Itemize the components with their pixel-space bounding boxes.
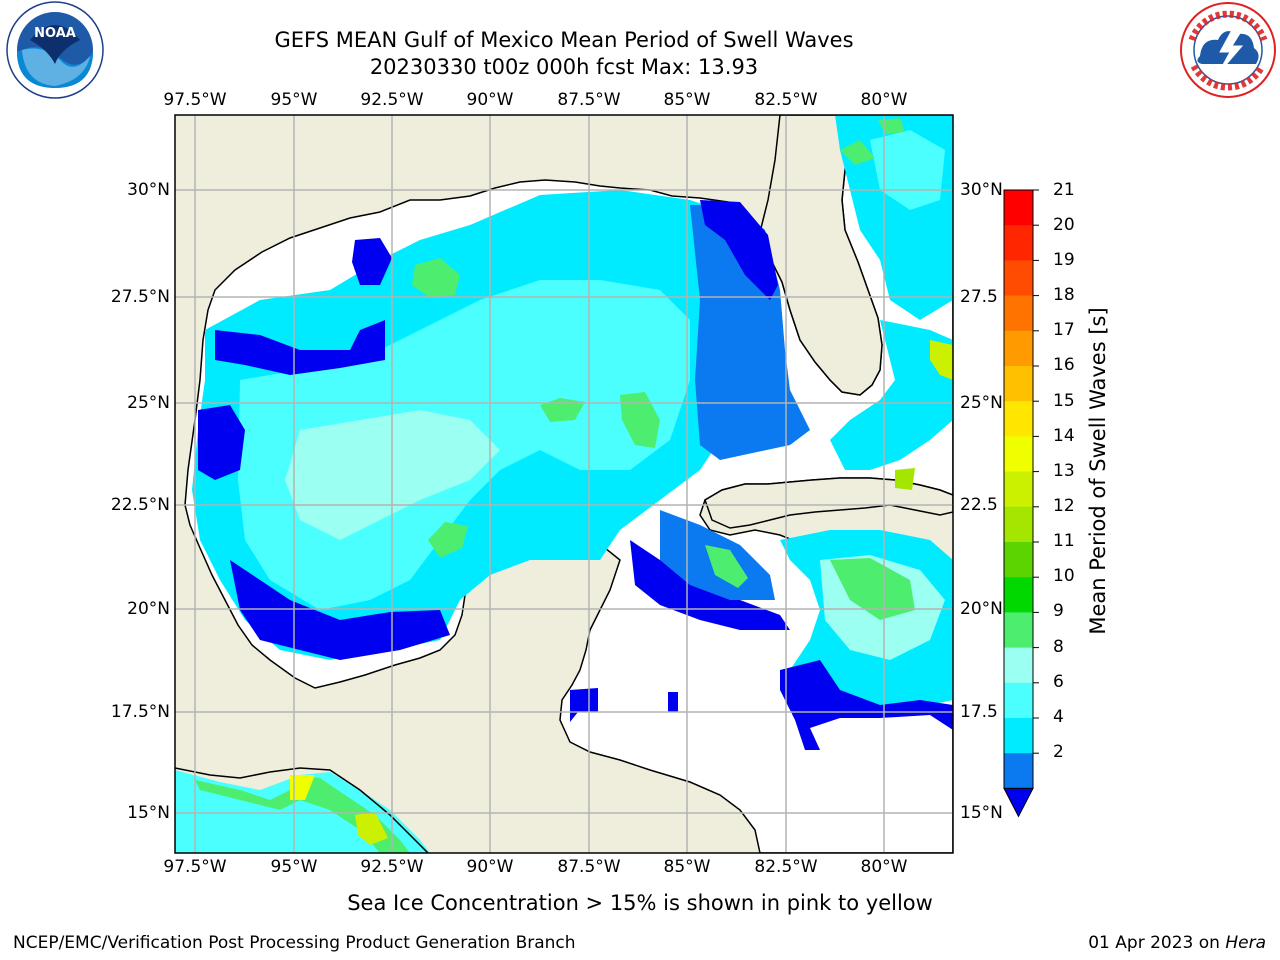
- colorbar-tick: 15: [1053, 391, 1075, 411]
- colorbar-tick: 14: [1053, 426, 1075, 446]
- cuba-land: [704, 477, 953, 529]
- colorbar-band: [1004, 401, 1033, 437]
- colorbar-band: [1004, 753, 1033, 789]
- lon-label-bottom: 85°W: [663, 857, 711, 877]
- graticule: [175, 115, 953, 853]
- colorbar-band: [1004, 471, 1033, 508]
- lat-label-left: 20°N: [127, 599, 170, 619]
- colorbar-tick: 17: [1053, 320, 1075, 340]
- lon-label-bottom: 97.5°W: [163, 857, 227, 877]
- lat-label-left: 30°N: [127, 180, 170, 200]
- lon-label-top: 92.5°W: [360, 90, 424, 110]
- colorbar-band: [1004, 506, 1033, 543]
- colorbar-band: [1004, 647, 1033, 684]
- lat-label-right: 25°N: [960, 393, 1003, 413]
- swell-field: [175, 115, 953, 853]
- footer-date-text: 01 Apr 2023 on: [1088, 933, 1226, 953]
- colorbar-band: [1004, 190, 1033, 226]
- colorbar-band: [1004, 366, 1033, 402]
- colorbar-tick: 13: [1053, 461, 1075, 481]
- lon-label-top: 95°W: [270, 90, 318, 110]
- florida-land: [759, 115, 883, 396]
- map-subtitle: 20230330 t00z 000h fcst Max: 13.93: [369, 55, 759, 79]
- lon-label-bottom: 87.5°W: [557, 857, 621, 877]
- footer-date: 01 Apr 2023 on Hera: [1088, 933, 1266, 953]
- lon-label-top: 80°W: [860, 90, 908, 110]
- lon-label-bottom: 80°W: [860, 857, 908, 877]
- footer-host: Hera: [1225, 933, 1266, 953]
- lon-label-top: 97.5°W: [163, 90, 227, 110]
- colorbar-tick: 20: [1053, 215, 1075, 235]
- lat-label-left: 15°N: [127, 803, 170, 823]
- colorbar-tick: 16: [1053, 355, 1075, 375]
- colorbar-tick: 9: [1053, 601, 1064, 621]
- lat-label-right: 17.5: [960, 702, 998, 722]
- colorbar-band: [1004, 577, 1033, 613]
- lon-label-top: 90°W: [466, 90, 514, 110]
- lat-label-right: 15°N: [960, 803, 1003, 823]
- colorbar-tick: 19: [1053, 250, 1075, 270]
- lat-label-left: 25°N: [127, 393, 170, 413]
- colorbar-band: [1004, 260, 1033, 297]
- colorbar-frame: [1003, 189, 1034, 789]
- colorbar-tick: 6: [1053, 672, 1064, 692]
- lon-label-bottom: 90°W: [466, 857, 514, 877]
- lat-label-right: 22.5: [960, 495, 998, 515]
- colorbar-band: [1004, 295, 1033, 332]
- colorbar-tick: 8: [1053, 637, 1064, 657]
- lon-label-bottom: 82.5°W: [754, 857, 818, 877]
- colorbar-band: [1004, 682, 1033, 719]
- lon-label-top: 82.5°W: [754, 90, 818, 110]
- nws-logo: [1180, 2, 1276, 98]
- lon-label-bottom: 92.5°W: [360, 857, 424, 877]
- colorbar-tick: 18: [1053, 285, 1075, 305]
- lon-label-top: 85°W: [663, 90, 711, 110]
- lat-label-right: 27.5: [960, 287, 998, 307]
- map-frame: [174, 114, 954, 854]
- colorbar-tick: 11: [1053, 531, 1075, 551]
- noaa-logo: NOAA: [6, 1, 104, 99]
- lat-label-left: 22.5°N: [110, 495, 170, 515]
- colorbar-band: [1004, 542, 1033, 578]
- colorbar-tick: 2: [1053, 742, 1064, 762]
- lon-label-bottom: 95°W: [270, 857, 318, 877]
- lat-label-left: 17.5°N: [110, 702, 170, 722]
- colorbar-tick: 12: [1053, 496, 1075, 516]
- lon-label-top: 87.5°W: [557, 90, 621, 110]
- colorbar-band: [1004, 718, 1033, 754]
- colorbar-tick: 4: [1053, 707, 1064, 727]
- lat-label-left: 27.5°N: [110, 287, 170, 307]
- colorbar-band: [1004, 225, 1033, 261]
- colorbar-title: Mean Period of Swell Waves [s]: [1086, 307, 1110, 635]
- sea-ice-note: Sea Ice Concentration > 15% is shown in …: [347, 891, 933, 915]
- map-title: GEFS MEAN Gulf of Mexico Mean Period of …: [274, 28, 854, 52]
- colorbar-band: [1004, 330, 1033, 367]
- lat-label-right: 30°N: [960, 180, 1003, 200]
- lat-label-right: 20°N: [960, 599, 1003, 619]
- footer-credit: NCEP/EMC/Verification Post Processing Pr…: [13, 933, 576, 953]
- colorbar: [1003, 189, 1039, 818]
- colorbar-band: [1004, 612, 1033, 649]
- svg-text:NOAA: NOAA: [34, 26, 76, 41]
- colorbar-band: [1004, 436, 1033, 473]
- colorbar-tick: 21: [1053, 180, 1075, 200]
- colorbar-tick: 10: [1053, 566, 1075, 586]
